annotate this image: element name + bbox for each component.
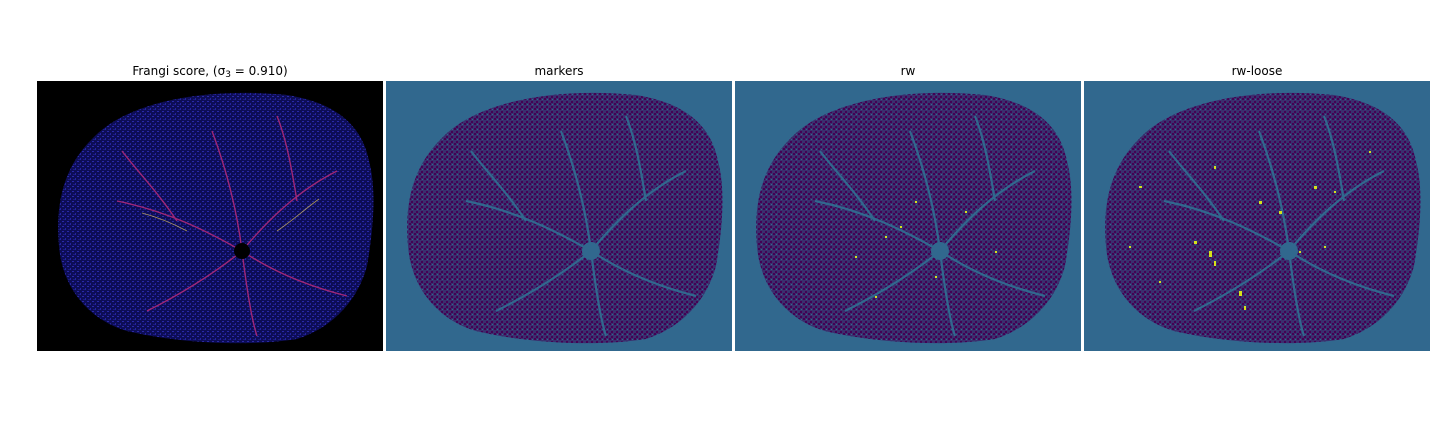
markers-image xyxy=(386,81,732,351)
panel-rw: rw xyxy=(735,62,1081,351)
frangi-score-image xyxy=(37,81,383,351)
panel-rw-loose: rw-loose xyxy=(1084,62,1430,351)
rw-image xyxy=(735,81,1081,351)
panel-title-rw-loose: rw-loose xyxy=(1231,64,1283,78)
panel-title-markers: markers xyxy=(534,64,584,78)
panel-title-rw: rw xyxy=(900,64,916,78)
panel-title-frangi: Frangi score, (σ3 = 0.910) xyxy=(132,64,288,80)
panel-markers: markers xyxy=(386,62,732,351)
panel-frangi-score: Frangi score, (σ3 = 0.910) xyxy=(37,62,383,351)
rw-loose-image xyxy=(1084,81,1430,351)
